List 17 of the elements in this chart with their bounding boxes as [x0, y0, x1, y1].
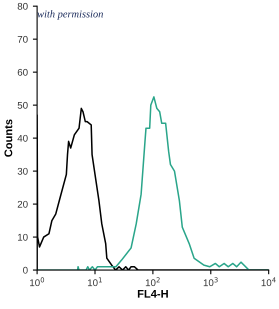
y-axis-title: Counts [4, 119, 12, 157]
y-tick-label: 30 [18, 168, 28, 175]
y-tick-label: 20 [18, 200, 28, 208]
y-tick-label: 80 [18, 2, 28, 10]
x-tick-label: 10$^{2}$ [146, 277, 160, 286]
annotation: with permission [37, 10, 103, 20]
y-tick-label: 40 [17, 134, 28, 142]
x-tick-label: 10$^{4}$ [262, 277, 276, 286]
x-tick-label: 10$^{3}$ [204, 277, 218, 286]
x-tick-label: 10$^{0}$ [30, 277, 44, 286]
y-tick-label: 50 [18, 102, 28, 109]
x-tick-label: 10$^{1}$ [88, 277, 102, 286]
y-tick-label: 10 [18, 234, 28, 241]
y-tick-label: 0 [23, 266, 28, 274]
x-axis-title: FL4-H [138, 290, 168, 298]
y-tick-label: 60 [18, 68, 28, 76]
y-tick-label: 70 [18, 36, 28, 43]
